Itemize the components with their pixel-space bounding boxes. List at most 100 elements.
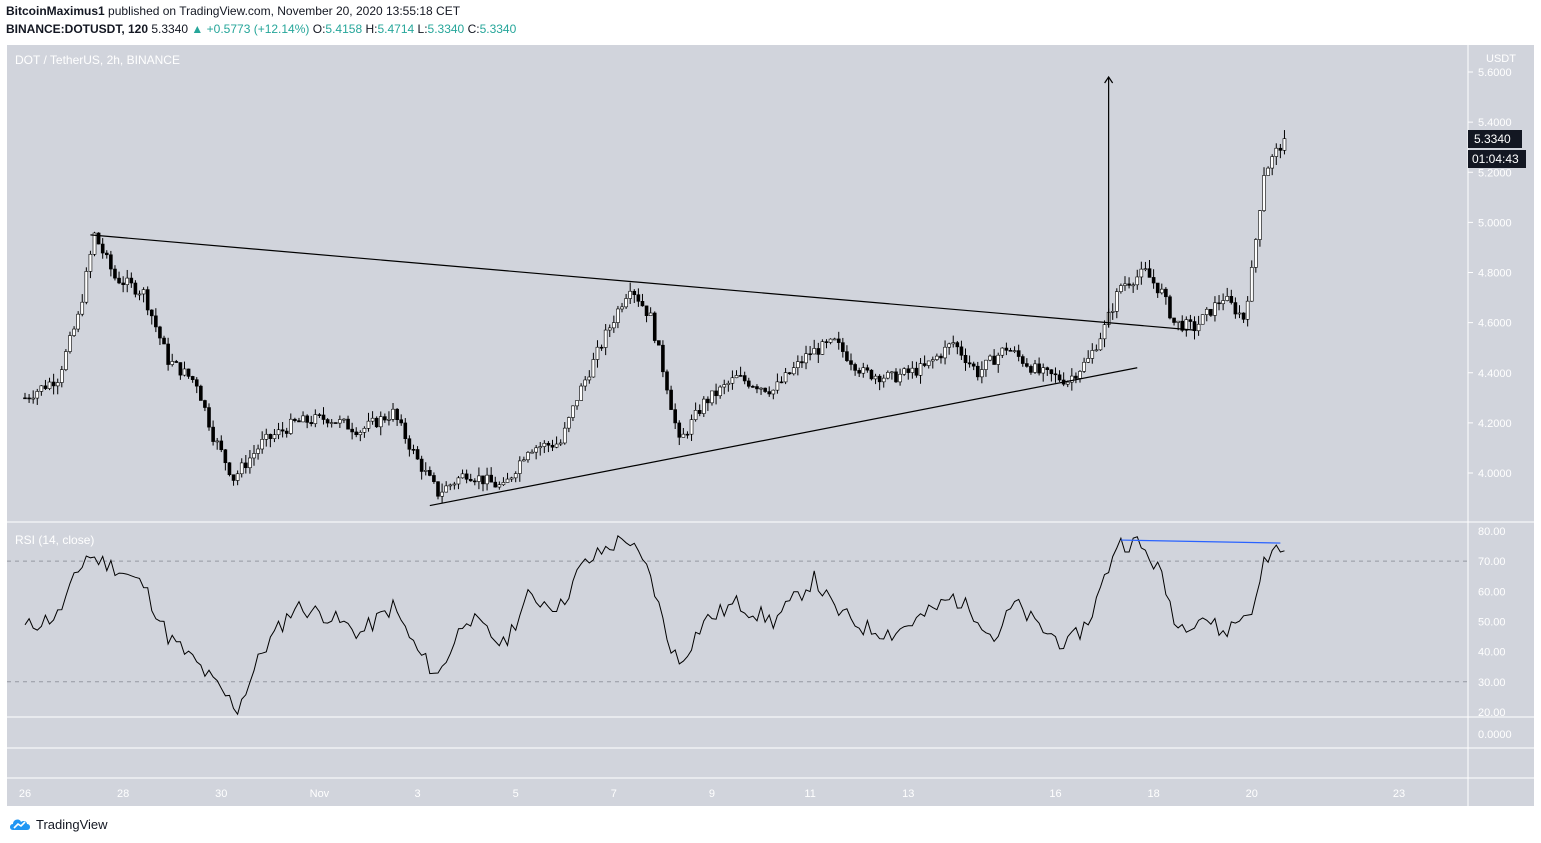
- candle-down: [914, 367, 919, 376]
- candle-down: [317, 414, 322, 416]
- candle-up: [1131, 284, 1135, 287]
- rsi-tick-label: 60.00: [1478, 586, 1506, 598]
- candle-up: [873, 375, 878, 380]
- candle-up: [1258, 210, 1262, 240]
- candle-up: [926, 360, 931, 366]
- price-tick-label: 5.0000: [1478, 217, 1512, 229]
- close-value: 5.3340: [479, 22, 517, 36]
- candle-down: [383, 416, 387, 421]
- candle-down: [190, 376, 195, 380]
- price-tick-label: 4.2000: [1478, 418, 1512, 430]
- candle-down: [219, 440, 224, 451]
- symbol[interactable]: BINANCE:DOTUSDT, 120: [6, 22, 149, 36]
- candle-up: [370, 417, 375, 422]
- candle-down: [640, 301, 645, 307]
- candle-down: [1241, 312, 1246, 320]
- candle-up: [587, 376, 592, 381]
- candle-up: [141, 289, 146, 295]
- price-tick-label: 4.8000: [1478, 268, 1512, 280]
- candle-down: [599, 346, 604, 349]
- candle-up: [1249, 267, 1254, 302]
- candle-up: [947, 343, 951, 348]
- descending-trendline[interactable]: [90, 234, 1195, 331]
- time-tick-label: 16: [1049, 788, 1061, 800]
- candle-up: [256, 448, 260, 454]
- candle-down: [922, 363, 927, 366]
- candle-up: [791, 367, 796, 375]
- candle-down: [550, 444, 555, 448]
- candle-down: [1155, 282, 1160, 294]
- rsi-tick-label: 50.00: [1478, 616, 1506, 628]
- candle-up: [84, 271, 89, 303]
- up-triangle-icon: ▲: [191, 22, 204, 36]
- tradingview-logo[interactable]: TradingView: [8, 816, 108, 832]
- candle-down: [787, 372, 792, 375]
- candle-up: [595, 346, 600, 360]
- candle-up: [726, 382, 731, 385]
- candle-up: [452, 483, 457, 486]
- candle-up: [423, 470, 428, 472]
- ascending-trendline[interactable]: [429, 367, 1138, 507]
- candle-up: [616, 308, 620, 323]
- candle-down: [325, 419, 330, 424]
- candle-down: [129, 277, 134, 284]
- trendline-drawings[interactable]: [90, 75, 1195, 507]
- candle-down: [149, 309, 154, 317]
- price-tick-label: 5.4000: [1478, 117, 1512, 129]
- target-arrow-head: [1104, 75, 1114, 84]
- candle-down: [223, 449, 228, 464]
- candle-up: [722, 384, 727, 388]
- currency-label: USDT: [1486, 53, 1516, 65]
- candle-up: [820, 341, 825, 355]
- candle-up: [898, 373, 902, 383]
- candle-down: [845, 351, 849, 361]
- candle-up: [554, 443, 559, 448]
- candle-up: [1237, 312, 1242, 315]
- candle-up: [72, 328, 76, 336]
- candle-up: [1204, 308, 1209, 315]
- candle-down: [779, 381, 784, 384]
- time-tick-labels: 26 28 30 Nov 3 5 7 9 11 13 16 18 20 23: [19, 788, 1405, 800]
- candle-down: [1053, 373, 1058, 376]
- candle-down: [162, 337, 166, 345]
- author-name[interactable]: BitcoinMaximus1: [6, 4, 105, 18]
- candle-up: [943, 346, 947, 359]
- candle-up: [92, 232, 97, 255]
- candle-up: [759, 387, 763, 390]
- candle-down: [849, 360, 853, 365]
- candle-down: [939, 355, 943, 359]
- rsi-divergence-line[interactable]: [1120, 539, 1281, 544]
- candle-down: [473, 480, 477, 483]
- candle-down: [284, 430, 289, 434]
- candle-down: [1278, 147, 1283, 151]
- tradingview-cloud-icon: [10, 819, 30, 830]
- candle-up: [710, 390, 714, 404]
- price-axis[interactable]: [1468, 45, 1534, 806]
- candle-down: [346, 418, 350, 430]
- publish-line: BitcoinMaximus1 published on TradingView…: [6, 4, 516, 18]
- candle-down: [489, 474, 493, 483]
- price-tick-label: 4.0000: [1478, 468, 1512, 480]
- candle-down: [857, 370, 861, 374]
- candle-up: [1143, 268, 1148, 270]
- time-tick-label: 30: [215, 788, 227, 800]
- candle-up: [951, 342, 956, 345]
- candle-down: [1057, 374, 1062, 381]
- candle-up: [571, 405, 575, 418]
- candle-up: [591, 359, 596, 378]
- candle-up: [485, 474, 489, 485]
- candle-down: [121, 282, 125, 285]
- candle-up: [1119, 285, 1123, 292]
- candle-down: [43, 385, 48, 389]
- candle-up: [1123, 283, 1127, 286]
- candle-down: [481, 475, 485, 485]
- candle-down: [706, 398, 710, 404]
- rsi-series: [24, 534, 1285, 716]
- candle-up: [272, 434, 277, 439]
- candle-down: [231, 474, 236, 481]
- candle-up: [1245, 300, 1250, 320]
- candle-down: [227, 462, 232, 476]
- candle-down: [746, 380, 751, 387]
- price-tick-label: 4.4000: [1478, 368, 1512, 380]
